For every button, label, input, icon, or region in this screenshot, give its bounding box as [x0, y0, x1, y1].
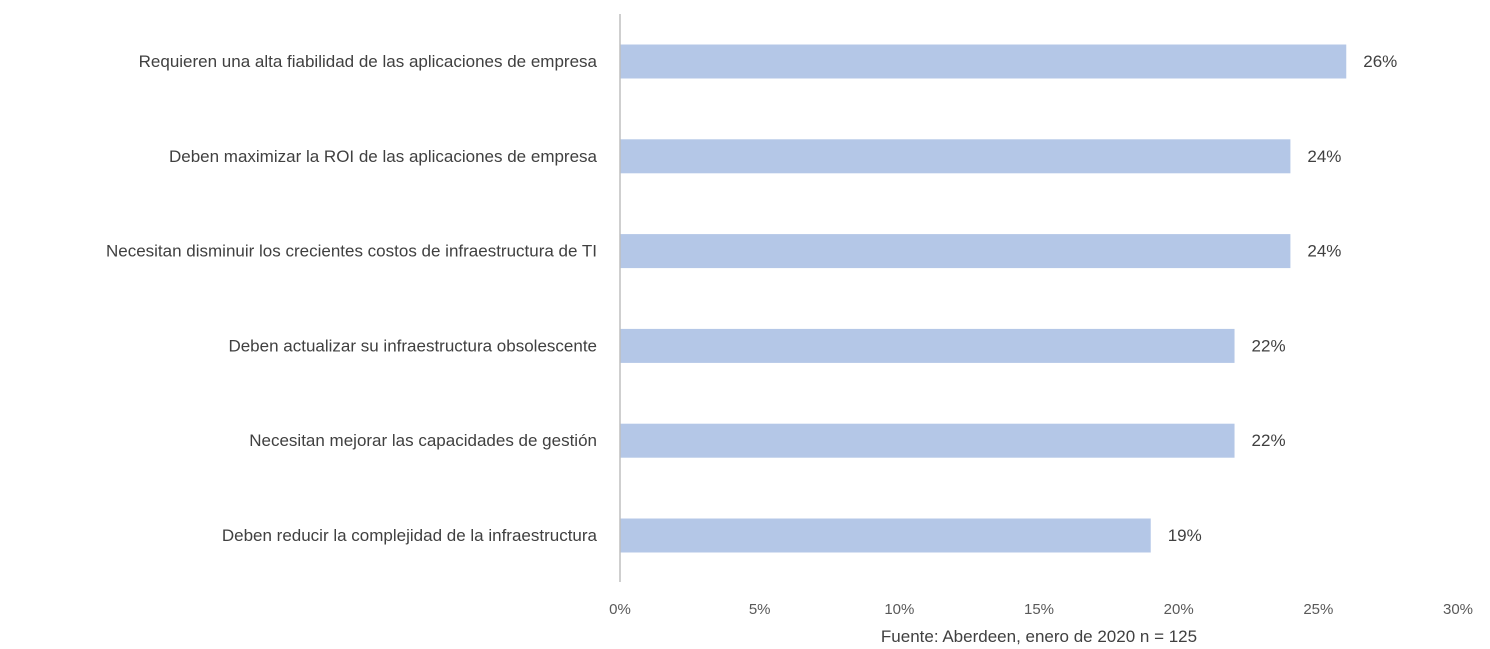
category-label: Deben reducir la complejidad de la infra… [222, 526, 598, 545]
category-label: Necesitan disminuir los crecientes costo… [106, 242, 597, 261]
x-tick-label: 10% [884, 601, 914, 618]
bar [620, 234, 1291, 269]
category-label: Deben actualizar su infraestructura obso… [228, 336, 597, 355]
bar [620, 518, 1151, 553]
x-tick-label: 30% [1443, 601, 1473, 618]
category-labels: Requieren una alta fiabilidad de las apl… [106, 52, 598, 545]
x-tick-label: 5% [749, 601, 771, 618]
category-label: Necesitan mejorar las capacidades de ges… [249, 431, 597, 450]
data-label: 24% [1307, 147, 1341, 166]
bar [620, 423, 1235, 458]
category-label: Requieren una alta fiabilidad de las apl… [139, 52, 598, 71]
bar [620, 44, 1347, 79]
bar [620, 328, 1235, 363]
data-labels: 26% 24% 24% 22% 22% 19% [1168, 52, 1398, 545]
data-label: 19% [1168, 526, 1202, 545]
x-tick-label: 25% [1303, 601, 1333, 618]
data-label: 24% [1307, 242, 1341, 261]
data-label: 26% [1363, 52, 1397, 71]
data-label: 22% [1252, 431, 1286, 450]
bar [620, 139, 1291, 174]
x-tick-label: 20% [1164, 601, 1194, 618]
x-axis-ticks: 0% 5% 10% 15% 20% 25% 30% [609, 601, 1473, 618]
bars-layer [620, 44, 1347, 553]
x-tick-label: 15% [1024, 601, 1054, 618]
data-label: 22% [1252, 336, 1286, 355]
x-tick-label: 0% [609, 601, 631, 618]
source-note: Fuente: Aberdeen, enero de 2020 n = 125 [881, 627, 1197, 646]
category-label: Deben maximizar la ROI de las aplicacion… [169, 147, 598, 166]
